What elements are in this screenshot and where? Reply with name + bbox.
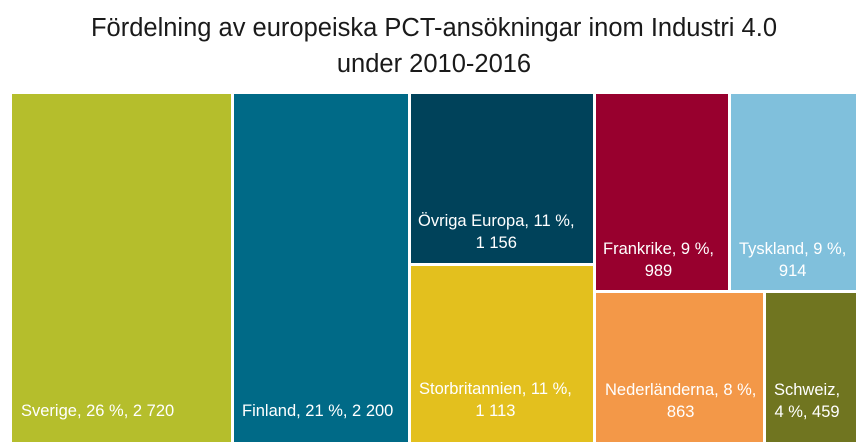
treemap-tile: Övriga Europa, 11 %, 1 156 <box>411 94 593 263</box>
treemap-tile-label: Storbritannien, 11 %, 1 113 <box>419 378 572 422</box>
treemap-tile-label: Övriga Europa, 11 %, 1 156 <box>418 210 575 254</box>
treemap-tile-label-line1: Finland, 21 %, 2 200 <box>242 402 394 420</box>
treemap-tile-label-line2: 863 <box>666 403 695 421</box>
chart-title-line2: under 2010-2016 <box>336 50 532 78</box>
treemap-tile-label-line2: 914 <box>778 262 807 280</box>
treemap-tile-label-line1: Nederländerna, 8 %, <box>605 381 757 399</box>
treemap-tile-label-line1: Tyskland, 9 %, <box>739 240 847 258</box>
treemap-tile-label-line1: Schweiz, <box>774 381 841 399</box>
chart-title: Fördelning av europeiska PCT-ansökningar… <box>0 10 868 82</box>
treemap-tile-label: Finland, 21 %, 2 200 <box>242 400 393 422</box>
treemap-tile-label: Sverige, 26 %, 2 720 <box>21 400 174 422</box>
treemap-tile-label: Nederländerna, 8 %, 863 <box>605 379 756 423</box>
treemap-tile-label: Schweiz, 4 %, 459 <box>774 379 840 423</box>
treemap-tile-label-line1: Storbritannien, 11 %, <box>419 380 572 398</box>
treemap-tile: Nederländerna, 8 %, 863 <box>596 293 763 442</box>
treemap-tile: Sverige, 26 %, 2 720 <box>12 94 231 442</box>
treemap-tile-label-line2: 1 156 <box>475 234 517 252</box>
treemap-tile-label-line1: Övriga Europa, 11 %, <box>418 212 575 230</box>
treemap-tile: Frankrike, 9 %, 989 <box>596 94 728 290</box>
treemap-tile-label: Frankrike, 9 %, 989 <box>603 238 714 282</box>
treemap-tile-label-line1: Frankrike, 9 %, <box>603 240 714 258</box>
treemap-tile: Schweiz, 4 %, 459 <box>766 293 856 442</box>
treemap-tile-label: Tyskland, 9 %, 914 <box>739 238 846 282</box>
treemap-tile: Finland, 21 %, 2 200 <box>234 94 408 442</box>
treemap-tile-label-line2: 1 113 <box>475 402 516 420</box>
treemap-tile-label-line1: Sverige, 26 %, 2 720 <box>21 402 175 420</box>
chart-title-line1: Fördelning av europeiska PCT-ansökningar… <box>90 14 778 42</box>
treemap-tile-label-line2: 989 <box>644 262 673 280</box>
treemap-tile: Tyskland, 9 %, 914 <box>731 94 856 290</box>
treemap-tile: Storbritannien, 11 %, 1 113 <box>411 266 593 442</box>
treemap-tile-label-line2: 4 %, 459 <box>774 403 840 421</box>
